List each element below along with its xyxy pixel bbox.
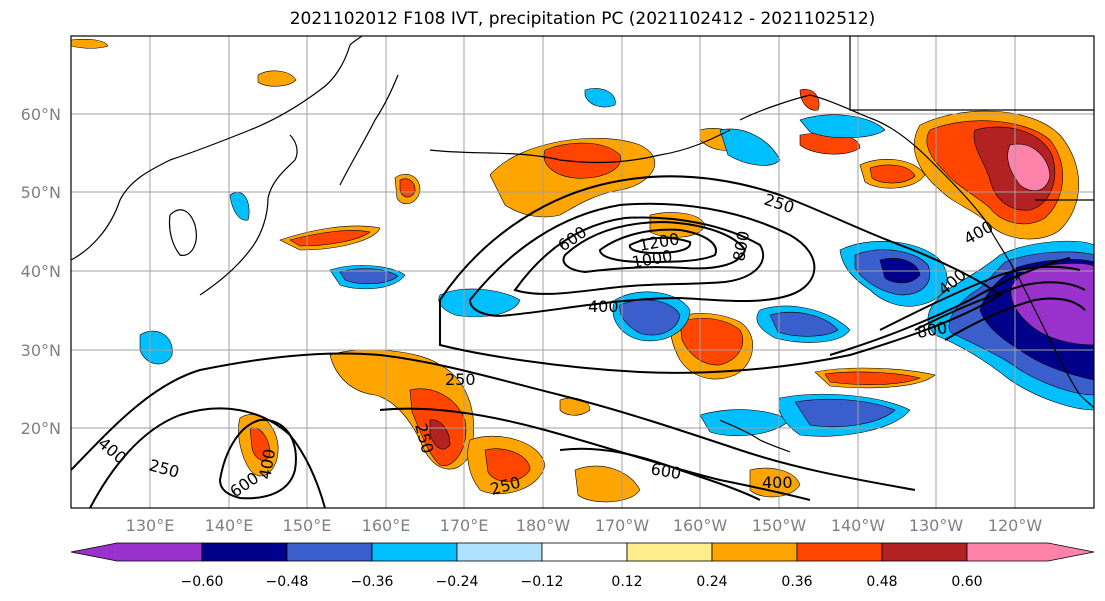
colorbar-tick-label: −0.48 — [266, 574, 309, 590]
ivt-contour-600 — [559, 447, 761, 501]
precip-negative-area — [229, 192, 250, 221]
latitude-labels: 60°N 50°N 40°N 30°N 20°N — [21, 105, 61, 438]
precip-positive-area — [484, 448, 531, 482]
precip-positive-area — [543, 142, 621, 179]
contour-label-250: 250 — [445, 370, 476, 389]
precip-positive-area — [799, 89, 820, 111]
precip-negative-area — [339, 268, 399, 285]
lat-label: 20°N — [21, 419, 61, 438]
coastline-japan — [199, 134, 298, 296]
ivt-contour-800 — [914, 281, 1086, 331]
precip-negative-area — [719, 128, 781, 166]
coastline-kamchatka — [339, 74, 399, 186]
map-title: 2021102012 F108 IVT, precipitation PC (2… — [289, 9, 876, 29]
precip-positive-area — [249, 427, 271, 461]
lat-label: 60°N — [21, 105, 61, 124]
lon-label: 160°E — [362, 516, 411, 535]
colorbar-tick-label: 0.48 — [866, 574, 897, 590]
lon-label: 120°W — [988, 516, 1043, 535]
ivt-contour-400 — [379, 407, 811, 501]
precip-negative-area — [799, 114, 886, 139]
precip-positive-area — [257, 70, 297, 87]
lon-label: 180°W — [516, 516, 571, 535]
colorbar-tick-label: −0.24 — [436, 574, 479, 590]
colorbar-tick-label: −0.12 — [521, 574, 564, 590]
lat-label: 30°N — [21, 341, 61, 360]
colorbar-tick-label: 0.24 — [696, 574, 727, 590]
lon-label: 160°W — [673, 516, 728, 535]
ivt-contour-1200 — [628, 236, 692, 255]
precip-positive-area — [869, 164, 916, 184]
coastline-alaska-north — [849, 36, 1094, 111]
coastline-hawaii — [719, 419, 791, 453]
longitude-labels: 130°E 140°E 150°E 160°E 170°E 180°W 170°… — [126, 516, 1043, 535]
lon-label: 130°W — [909, 516, 964, 535]
colorbar-tick-label: 0.36 — [781, 574, 812, 590]
precip-positive-area — [1007, 143, 1051, 192]
colorbar — [70, 542, 1095, 562]
lon-label: 150°W — [752, 516, 807, 535]
lon-label: 150°E — [283, 516, 332, 535]
lon-label: 130°E — [126, 516, 175, 535]
precip-negative-area — [794, 398, 896, 428]
ivt-contour-600 — [218, 418, 297, 500]
coastline-alaska — [739, 94, 1094, 409]
map-frame — [70, 35, 1095, 509]
colorbar-segment — [881, 542, 968, 562]
precip-negative-area — [584, 88, 616, 108]
colorbar-tick-label: −0.36 — [351, 574, 394, 590]
lon-label: 140°W — [831, 516, 886, 535]
coastline-korea — [168, 209, 197, 256]
ivt-contour-250 — [71, 352, 916, 491]
ivt-contour-400 — [468, 202, 816, 317]
ivt-contour-1000 — [944, 297, 1086, 341]
ivt-contour-1000 — [598, 228, 717, 264]
lat-label: 40°N — [21, 262, 61, 281]
colorbar-segment — [456, 542, 543, 562]
ivt-contours — [71, 175, 1086, 508]
contour-label-400: 400 — [588, 297, 619, 316]
coastline-aleutians — [429, 129, 731, 164]
precip-negative-area — [438, 288, 521, 318]
colorbar-segment — [966, 542, 1095, 562]
colorbar-segment — [711, 542, 798, 562]
precip-positive-area — [429, 419, 451, 450]
precip-negative-area — [139, 330, 173, 365]
colorbar-tick-label: 0.12 — [611, 574, 642, 590]
lat-label: 50°N — [21, 183, 61, 202]
contour-label-400: 400 — [762, 473, 793, 492]
lon-label: 170°W — [595, 516, 650, 535]
precip-positive-area — [574, 465, 641, 503]
colorbar-segment — [371, 542, 458, 562]
precip-positive-area — [289, 230, 371, 247]
colorbar-segment — [70, 542, 203, 562]
ivt-contour-400 — [879, 265, 1081, 331]
ivt-contour-250 — [439, 175, 1002, 374]
precip-negative-area — [769, 312, 839, 337]
ivt-contour-800 — [562, 220, 747, 274]
ivt-contour-250 — [829, 257, 1071, 356]
precip-negative-area — [619, 299, 681, 336]
lon-label: 140°E — [205, 516, 254, 535]
colorbar-tick-label: 0.60 — [951, 574, 982, 590]
precip-positive-area — [824, 371, 921, 385]
precip-positive-area — [71, 38, 109, 49]
coastlines — [71, 36, 1094, 453]
lon-label: 170°E — [440, 516, 489, 535]
ivt-contour-600 — [513, 216, 765, 295]
colorbar-segment — [796, 542, 883, 562]
map-panel: 250 600 1200 1000 800 400 400 400 800 25… — [70, 35, 1095, 509]
coastline-east-asia — [71, 36, 363, 261]
colorbar-tick-label: −0.60 — [181, 574, 224, 590]
colorbar-segment — [286, 542, 373, 562]
colorbar-ticks: −0.60 −0.48 −0.36 −0.24 −0.12 0.12 0.24 … — [181, 574, 983, 590]
colorbar-segment — [626, 542, 713, 562]
precip-positive-area — [679, 317, 744, 366]
colorbar-segment — [541, 542, 628, 562]
colorbar-segment — [201, 542, 288, 562]
graticule — [71, 36, 1094, 508]
ivt-contour-400 — [89, 407, 326, 508]
